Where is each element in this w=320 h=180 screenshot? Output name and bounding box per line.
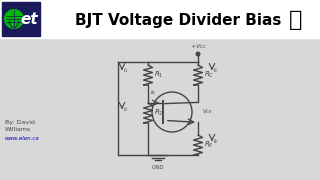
Text: $R_E$: $R_E$ xyxy=(204,140,214,150)
Text: $R_C$: $R_C$ xyxy=(204,70,214,80)
Text: www.elen.ca: www.elen.ca xyxy=(5,136,40,141)
Text: $I_1$: $I_1$ xyxy=(123,66,129,75)
Text: Williams: Williams xyxy=(5,127,31,132)
Circle shape xyxy=(283,6,309,32)
Text: $V_{CE}$: $V_{CE}$ xyxy=(202,107,213,116)
Text: $R_2$: $R_2$ xyxy=(154,108,164,118)
Text: $I_2$: $I_2$ xyxy=(123,105,129,114)
Text: $+V_{CC}$: $+V_{CC}$ xyxy=(190,42,208,51)
Bar xyxy=(0,0,320,38)
Text: GND: GND xyxy=(152,165,164,170)
Bar xyxy=(2,2,40,36)
Text: By: David: By: David xyxy=(5,120,35,125)
Text: $I_B$: $I_B$ xyxy=(150,88,156,97)
Text: 🐂: 🐂 xyxy=(289,10,303,30)
Text: $I_E$: $I_E$ xyxy=(213,137,219,146)
Text: et: et xyxy=(20,12,38,28)
Circle shape xyxy=(4,9,24,29)
Text: BJT Voltage Divider Bias: BJT Voltage Divider Bias xyxy=(75,12,281,28)
Text: $R_1$: $R_1$ xyxy=(154,70,164,80)
Text: $I_C$: $I_C$ xyxy=(213,66,219,75)
Circle shape xyxy=(196,52,200,56)
